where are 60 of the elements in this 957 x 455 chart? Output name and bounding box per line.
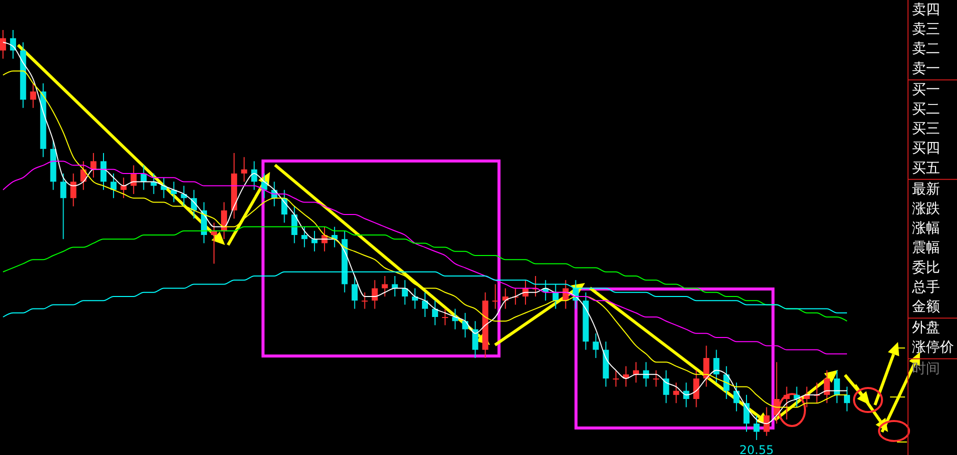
candlestick bbox=[764, 406, 770, 436]
candlestick bbox=[693, 370, 700, 408]
text: 买五 bbox=[912, 160, 940, 176]
text: 卖四 bbox=[912, 2, 940, 18]
text: 委比 bbox=[912, 260, 940, 276]
candlestick bbox=[653, 370, 660, 388]
candlestick bbox=[432, 300, 438, 326]
candlestick bbox=[422, 292, 428, 318]
text: 涨幅 bbox=[912, 220, 940, 237]
candlestick bbox=[612, 370, 619, 388]
candlestick bbox=[10, 30, 16, 60]
candlestick bbox=[100, 152, 106, 190]
candlestick bbox=[60, 173, 66, 240]
candlestick bbox=[784, 386, 790, 420]
candlestick bbox=[663, 370, 670, 404]
text: 外盘 bbox=[912, 320, 940, 336]
candlestick bbox=[352, 276, 358, 310]
candlestick bbox=[362, 292, 368, 310]
candlestick bbox=[592, 332, 599, 358]
candlestick bbox=[120, 177, 127, 199]
text: 时间 bbox=[912, 360, 940, 377]
candlestick bbox=[382, 276, 388, 297]
text: 最新 bbox=[912, 181, 940, 198]
candlestick bbox=[713, 349, 720, 384]
candlestick bbox=[472, 320, 478, 358]
candlestick bbox=[462, 312, 468, 338]
text: 金额 bbox=[912, 299, 940, 315]
candlestick bbox=[824, 370, 830, 404]
candlestick bbox=[0, 30, 6, 60]
text: 总手 bbox=[911, 279, 940, 296]
candlestick bbox=[442, 308, 448, 326]
text: 买三 bbox=[912, 121, 940, 138]
candlestick bbox=[301, 226, 308, 248]
candlestick bbox=[261, 173, 268, 199]
candlestick bbox=[291, 206, 298, 244]
candlestick bbox=[110, 173, 117, 199]
text: 卖三 bbox=[912, 22, 940, 38]
candlestick bbox=[392, 276, 398, 297]
candlestick bbox=[90, 152, 96, 178]
candlestick bbox=[492, 284, 498, 310]
candlestick bbox=[834, 370, 840, 404]
text: 涨停价 bbox=[912, 340, 954, 356]
text: 震幅 bbox=[912, 240, 940, 256]
text: 买一 bbox=[912, 82, 940, 98]
text: 涨跌 bbox=[912, 201, 940, 217]
candlestick bbox=[30, 82, 36, 108]
candlestick bbox=[150, 173, 157, 194]
candlestick bbox=[844, 386, 850, 412]
candlestick bbox=[744, 394, 750, 432]
text: 买二 bbox=[912, 102, 940, 118]
candlestick bbox=[241, 156, 248, 182]
annotation: 20.55 bbox=[739, 443, 774, 455]
candlestick bbox=[673, 382, 680, 404]
text: 买四 bbox=[912, 140, 940, 157]
text: 卖二 bbox=[912, 41, 940, 58]
text: 卖一 bbox=[912, 60, 940, 77]
candlestick bbox=[372, 280, 378, 310]
candlestick bbox=[703, 345, 710, 388]
candlestick bbox=[70, 173, 76, 207]
candlestick bbox=[754, 414, 760, 440]
